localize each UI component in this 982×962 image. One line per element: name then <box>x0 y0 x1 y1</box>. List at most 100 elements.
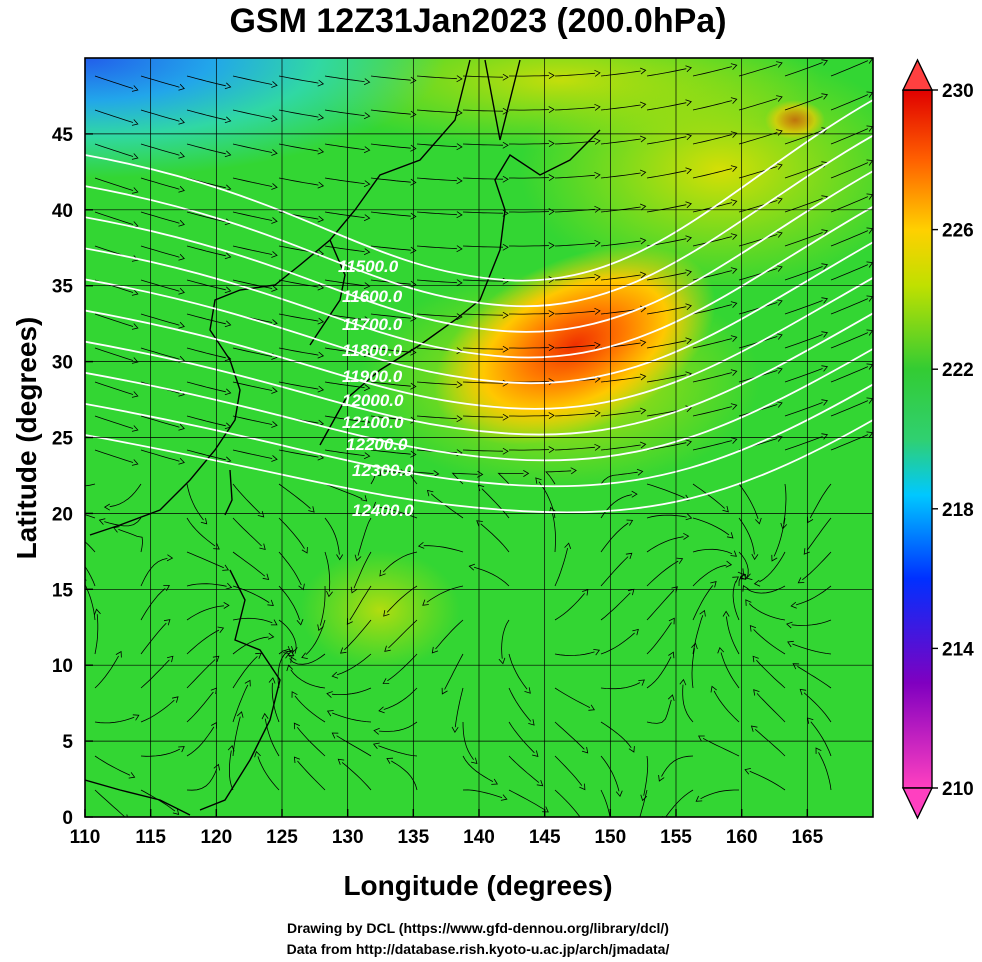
streamline <box>186 245 226 257</box>
streamline <box>554 789 581 817</box>
streamline-arrowhead <box>317 624 324 632</box>
streamline <box>462 211 504 214</box>
streamline-arrowhead <box>132 714 140 721</box>
y-tick-label: 20 <box>52 504 73 525</box>
streamline-arrowhead <box>797 577 805 584</box>
streamline <box>462 245 504 248</box>
streamline-arrowhead <box>254 750 261 758</box>
streamline <box>830 94 869 111</box>
streamline <box>509 347 550 349</box>
streamline-arrowhead <box>502 107 509 115</box>
streamline-arrowhead <box>548 276 555 284</box>
streamline <box>186 691 214 723</box>
streamline <box>94 381 134 395</box>
streamline <box>692 406 732 417</box>
streamline-arrowhead <box>639 373 647 381</box>
streamline-arrowhead <box>730 437 738 444</box>
streamline-arrowhead <box>695 795 703 802</box>
streamline <box>416 415 457 420</box>
streamline <box>94 449 134 463</box>
streamline-arrowhead <box>115 650 122 658</box>
streamline-arrowhead <box>270 619 278 626</box>
colorbar-ticks: 210 214 218 222 226 230 <box>932 81 974 800</box>
heatmap-cold-corner <box>85 58 445 178</box>
streamline-arrowhead <box>502 311 509 319</box>
streamline-arrowhead <box>615 790 623 797</box>
streamline <box>324 109 365 116</box>
streamline <box>600 556 629 587</box>
streamline-arrowhead <box>639 101 647 109</box>
streamline-arrowhead <box>441 687 448 695</box>
streamline <box>784 436 823 451</box>
streamline <box>692 517 730 536</box>
streamline <box>353 551 372 589</box>
streamline <box>810 721 832 757</box>
streamline <box>551 512 556 553</box>
streamline-arrowhead <box>548 446 555 454</box>
coastline-japan <box>319 129 601 446</box>
streamline-arrowhead <box>535 477 542 484</box>
streamline-arrowhead <box>685 513 693 521</box>
streamline-arrowhead <box>212 655 220 663</box>
streamline <box>462 721 474 760</box>
streamline <box>297 760 326 791</box>
streamline-arrowhead <box>456 279 463 287</box>
streamline <box>646 170 687 179</box>
streamline-arrowhead <box>410 110 417 118</box>
streamline-arrowhead <box>548 72 555 80</box>
streamline <box>186 211 226 223</box>
streamline-arrowhead <box>339 647 347 654</box>
streamline <box>692 338 732 349</box>
streamline <box>509 143 550 145</box>
streamline <box>773 517 786 557</box>
streamline <box>682 684 694 723</box>
streamline-arrowhead <box>354 554 362 562</box>
streamline-arrowhead <box>259 543 266 551</box>
y-tick-label: 15 <box>52 580 74 601</box>
streamline <box>462 109 504 112</box>
contour-label: 11700.0 <box>342 315 403 334</box>
streamline-arrowhead <box>410 348 417 356</box>
streamline-arrowhead <box>792 663 800 670</box>
streamline-arrowhead <box>786 621 793 629</box>
streamline <box>370 211 411 217</box>
streamline <box>324 483 363 500</box>
streamline-arrowhead <box>372 501 380 509</box>
streamline <box>646 306 687 315</box>
streamline <box>140 415 180 428</box>
streamline-arrowhead <box>172 696 179 703</box>
streamline-arrowhead <box>326 590 333 598</box>
streamline <box>324 449 365 456</box>
streamline <box>508 789 545 810</box>
credit-data: Data from http://database.rish.kyoto-u.a… <box>287 941 670 957</box>
streamline-arrowhead <box>301 546 308 554</box>
streamline <box>600 682 641 690</box>
streamline-arrowhead <box>502 345 509 353</box>
streamline <box>738 166 778 179</box>
streamline <box>738 483 759 520</box>
streamline-arrowhead <box>639 135 647 143</box>
streamline <box>416 381 457 386</box>
streamline <box>391 760 418 791</box>
streamline-arrowhead <box>502 413 509 421</box>
streamline <box>646 204 687 213</box>
streamline-arrowhead <box>271 421 278 428</box>
contour-label: 12400.0 <box>352 501 414 520</box>
streamline-arrowhead <box>363 78 371 86</box>
x-tick-label: 155 <box>660 827 692 848</box>
streamline <box>508 721 535 754</box>
streamline-arrowhead <box>262 573 270 581</box>
streamline <box>600 70 641 77</box>
streamline-arrowhead <box>326 691 333 698</box>
x-tick-label: 120 <box>200 827 232 848</box>
streamline-arrowhead <box>373 727 380 735</box>
streamline-arrowhead <box>685 439 692 447</box>
streamline <box>732 581 740 621</box>
streamline <box>692 304 732 315</box>
streamline-arrowhead <box>685 405 692 413</box>
streamline <box>264 718 280 757</box>
x-tick-label: 125 <box>266 827 298 848</box>
streamline <box>600 410 641 417</box>
x-tick-label: 145 <box>529 827 561 848</box>
streamline-arrowhead <box>776 367 783 374</box>
